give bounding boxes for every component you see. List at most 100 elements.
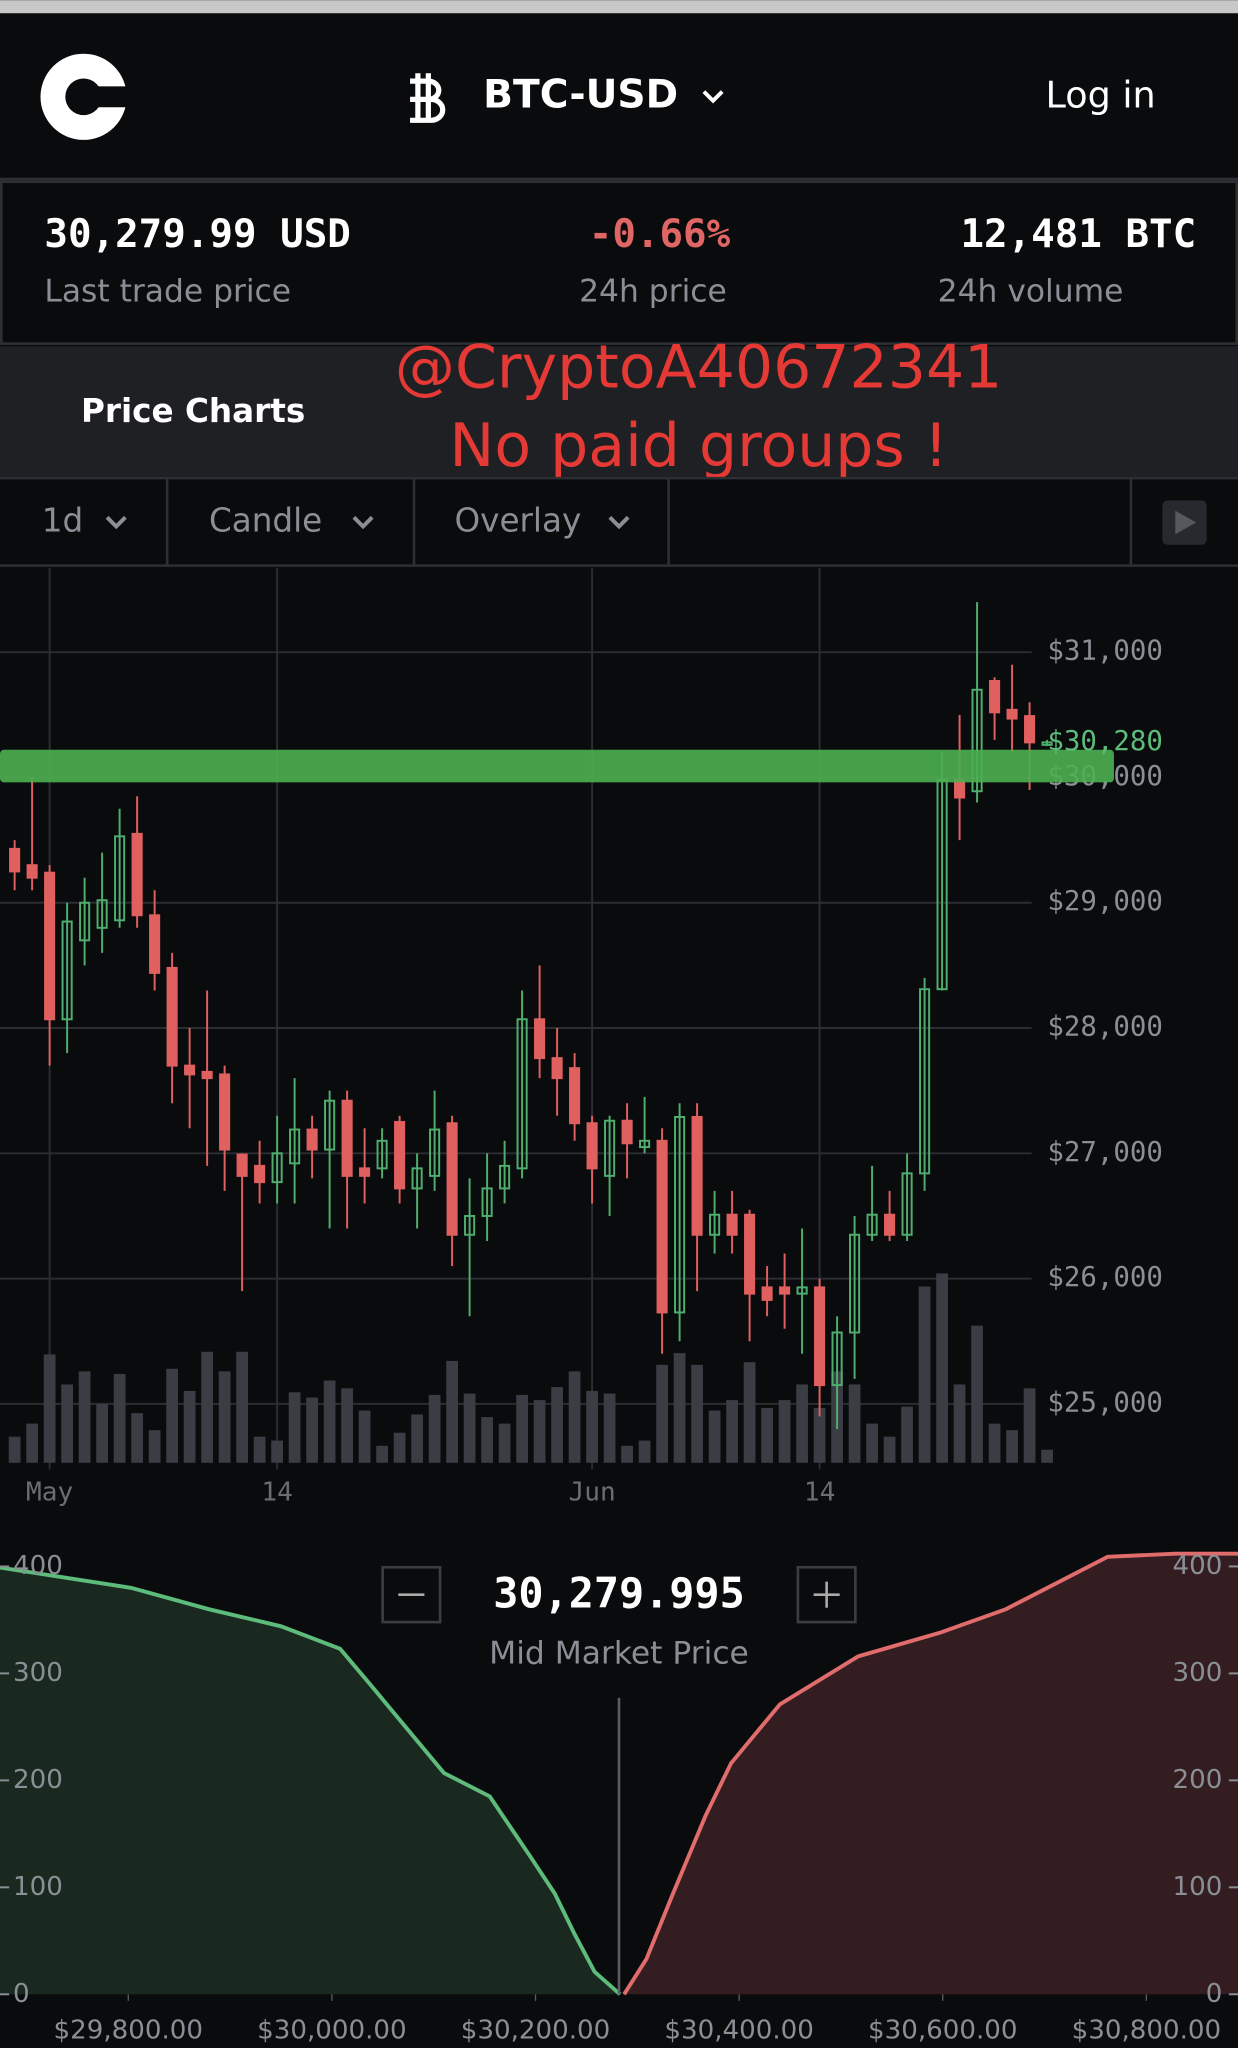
y-tick-label: $31,000: [1047, 636, 1163, 667]
chart-type-select[interactable]: Candle: [209, 502, 322, 540]
volume-bar: [498, 1423, 511, 1463]
candle-body: [79, 901, 91, 942]
volume-bar: [271, 1440, 283, 1463]
volume-bar: [8, 1436, 21, 1463]
y-tick-label: $26,000: [1047, 1262, 1163, 1293]
candle-body: [411, 1167, 423, 1190]
volume-bar: [778, 1400, 791, 1463]
candle-body: [324, 1099, 336, 1151]
stat-label: 24h volume: [938, 274, 1124, 310]
logo[interactable]: [40, 53, 131, 140]
volume-bar: [673, 1353, 686, 1463]
candle-body: [954, 778, 966, 799]
y-tick-label: 0: [13, 1979, 30, 2009]
volume-bar: [183, 1390, 196, 1463]
candle-body: [1006, 708, 1018, 720]
volume-bar: [988, 1423, 1001, 1463]
volume-bar: [446, 1360, 458, 1463]
volume-bar: [166, 1368, 178, 1463]
pair-chevron[interactable]: [702, 90, 724, 104]
y-tick-label: 200: [1172, 1765, 1222, 1795]
candle-body: [516, 1018, 528, 1170]
logo-gap: [83, 86, 131, 108]
candle-body: [166, 966, 178, 1067]
volume-bar: [306, 1397, 318, 1463]
volume-bar: [953, 1384, 966, 1463]
volume-bar: [26, 1423, 39, 1463]
candle-body: [184, 1064, 196, 1076]
candle-body: [971, 688, 983, 793]
y-tick-label: 400: [13, 1551, 63, 1581]
volume-bar: [743, 1362, 756, 1463]
chevron[interactable]: [352, 515, 374, 530]
candle-body: [744, 1213, 756, 1295]
candle-body: [271, 1152, 283, 1184]
stats-box: [0, 180, 1238, 345]
y-tick-label: $29,000: [1047, 886, 1163, 917]
depth-chart: 0 0 100 100 200 200 300 300 400 400 $29,800.00 $30,…: [0, 1551, 1238, 2045]
bids-area: [0, 1567, 621, 1995]
chevron[interactable]: [105, 515, 127, 530]
volume-bar: [796, 1384, 808, 1463]
interval-select[interactable]: 1d: [42, 502, 83, 540]
tab[interactable]: Price Charts: [81, 392, 305, 430]
candle-body: [709, 1213, 721, 1236]
x-tick-label: $29,800.00: [54, 2015, 204, 2045]
volume-bar: [61, 1384, 74, 1463]
candle-body: [726, 1213, 738, 1236]
candle-body: [481, 1187, 493, 1217]
volume-bar: [656, 1364, 668, 1463]
y-tick-label: 100: [13, 1872, 63, 1902]
candle-body: [359, 1167, 371, 1177]
price-label-layer: $30,280: [1047, 726, 1163, 757]
volume-bar: [393, 1432, 406, 1463]
candle-body: [1041, 741, 1053, 746]
volume-bar: [551, 1387, 563, 1463]
x-tick-label: $30,800.00: [1072, 2015, 1222, 2045]
x-tick-label: 14: [804, 1477, 835, 1507]
mid-price-label: Mid Market Price: [489, 1636, 749, 1672]
watermark: No paid groups !: [449, 411, 948, 481]
candle-body: [569, 1067, 581, 1125]
volume-bar: [288, 1392, 301, 1463]
candle-body: [814, 1286, 826, 1387]
volume-bar: [516, 1394, 528, 1463]
candle-body: [849, 1233, 861, 1334]
asks-area: [624, 1553, 1238, 1995]
volume-bar: [621, 1445, 633, 1463]
volume-bar: [603, 1393, 616, 1463]
volume-bar: [1023, 1388, 1036, 1463]
candle-body: [26, 864, 38, 879]
volume-bar: [411, 1414, 423, 1463]
login-button[interactable]: Log in: [1046, 73, 1156, 116]
candle-body: [114, 835, 126, 922]
candle-body: [131, 832, 143, 917]
candle-body: [779, 1286, 791, 1295]
chevron[interactable]: [608, 515, 630, 530]
candle-body: [656, 1139, 668, 1314]
volume-bar: [971, 1325, 983, 1463]
overlay-select[interactable]: Overlay: [454, 502, 581, 540]
play-icon: [1175, 510, 1197, 535]
volume-bar: [726, 1400, 738, 1463]
candle-body: [201, 1070, 213, 1080]
stat-value: -0.66%: [589, 212, 731, 257]
y-tick-label: 400: [1172, 1551, 1222, 1581]
volume-bar: [866, 1423, 878, 1463]
volume-bar: [43, 1354, 56, 1463]
volume-bar: [148, 1430, 161, 1463]
volume-bar: [481, 1417, 493, 1463]
tab-bar: [0, 346, 1238, 477]
candle-body: [919, 988, 931, 1175]
pair-selector[interactable]: BTC-USD: [483, 72, 678, 117]
x-tick-label: $30,400.00: [664, 2015, 814, 2045]
stat-value: 12,481 BTC: [960, 212, 1196, 257]
volume-bar: [568, 1371, 581, 1463]
candle-body: [289, 1128, 301, 1165]
bitcoin-icon: [410, 73, 446, 123]
y-tick-label: 100: [1172, 1872, 1222, 1902]
candle-body: [9, 847, 21, 873]
y-tick-label: 300: [13, 1658, 63, 1688]
y-tick-label: 0: [1206, 1979, 1223, 2009]
